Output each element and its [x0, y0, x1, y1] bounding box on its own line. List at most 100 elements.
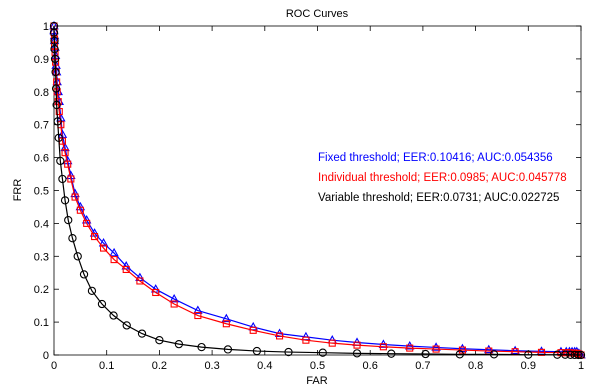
data-point: [570, 350, 579, 360]
data-point: [110, 256, 118, 264]
data-point: [302, 336, 310, 344]
data-point: [60, 196, 70, 205]
data-point: [561, 350, 570, 359]
data-point: [99, 244, 108, 252]
axis-ticks: 0 0.1 0.2 0.3 0.4 0.5 0.6 0.7 0.8 0.9 1 0 0.1 0.2 0.3 0…: [34, 21, 584, 372]
data-point: [98, 238, 109, 247]
data-point: [50, 54, 60, 64]
data-point: [67, 175, 75, 183]
data-point: [379, 343, 387, 351]
data-point: [353, 341, 361, 349]
data-point: [352, 349, 362, 358]
data-point: [61, 149, 69, 157]
data-point: [276, 332, 284, 340]
data-point: [97, 299, 107, 309]
data-point: [49, 28, 59, 37]
y-tick-label: 0.8: [34, 87, 49, 99]
legend-entry: Variable threshold; EER:0.0731; AUC:0.02…: [318, 192, 559, 204]
data-point: [51, 84, 61, 93]
data-point: [64, 215, 73, 225]
x-tick-label: 0.2: [152, 360, 167, 372]
data-point: [252, 346, 262, 356]
data-point: [222, 320, 230, 328]
data-point: [484, 344, 494, 354]
data-point: [87, 286, 97, 295]
data-point: [406, 344, 414, 352]
data-point: [155, 336, 164, 345]
data-point: [197, 342, 206, 352]
x-tick-label: 0: [51, 360, 57, 372]
y-tick-label: 0: [43, 350, 49, 362]
x-tick-label: 0.6: [363, 360, 378, 372]
y-tick-label: 0.9: [34, 54, 49, 66]
data-point: [249, 326, 257, 334]
y-tick-label: 0.5: [34, 186, 49, 198]
data-point: [58, 174, 67, 184]
series-circle: [49, 21, 586, 360]
data-point: [455, 350, 464, 359]
data-point: [109, 311, 118, 320]
x-tick-label: 0.7: [415, 360, 430, 372]
data-point: [576, 350, 586, 360]
plot-area: [53, 25, 582, 356]
y-tick-label: 0.6: [34, 153, 49, 165]
data-point: [50, 36, 59, 45]
data-point: [318, 348, 327, 357]
data-point: [51, 67, 60, 77]
data-point: [55, 107, 63, 116]
data-point: [431, 342, 441, 351]
data-point: [136, 277, 144, 285]
data-point: [109, 247, 119, 257]
data-point: [174, 339, 184, 349]
data-point: [56, 156, 65, 166]
data-point: [284, 347, 293, 357]
data-point: [458, 346, 466, 354]
data-point: [137, 329, 147, 338]
x-tick-label: 0.3: [204, 360, 219, 372]
data-point: [574, 350, 583, 360]
x-tick-label: 1: [578, 360, 584, 372]
y-tick-label: 0.4: [34, 218, 49, 230]
data-point: [64, 160, 72, 168]
y-tick-label: 0.3: [34, 251, 49, 263]
y-tick-label: 0.2: [34, 284, 49, 296]
data-point: [152, 288, 160, 297]
data-point: [553, 350, 562, 359]
data-point: [193, 305, 203, 314]
legend-entry: Fixed threshold; EER:0.10416; AUC:0.0543…: [318, 152, 553, 164]
x-tick-label: 0.1: [99, 360, 114, 372]
y-axis-label: FRR: [12, 179, 24, 202]
data-point: [170, 300, 178, 308]
x-tick-label: 0.9: [521, 360, 536, 372]
data-point: [169, 293, 179, 303]
data-point: [566, 350, 575, 359]
data-point: [510, 345, 520, 355]
data-point: [221, 313, 232, 323]
x-tick-label: 0.8: [468, 360, 483, 372]
data-point: [122, 265, 130, 274]
y-tick-label: 0.7: [34, 120, 49, 132]
x-tick-label: 0.4: [257, 360, 272, 372]
data-point: [68, 234, 77, 243]
x-tick-label: 0.5: [310, 360, 325, 372]
data-point: [524, 350, 533, 359]
data-point: [91, 233, 99, 241]
data-point: [83, 219, 91, 227]
data-point: [76, 206, 84, 214]
legend-entry: Individual threshold; EER:0.0985; AUC:0.…: [318, 172, 567, 184]
series-square: [50, 22, 585, 359]
data-point: [194, 311, 202, 320]
data-point: [54, 133, 63, 143]
data-point: [53, 117, 62, 126]
data-point: [122, 321, 131, 330]
data-point: [223, 345, 233, 354]
data-point: [421, 349, 430, 359]
data-point: [328, 339, 336, 347]
chart-title: ROC Curves: [286, 8, 349, 20]
y-tick-label: 1: [43, 21, 49, 33]
y-tick-label: 0.1: [34, 317, 49, 329]
data-point: [537, 348, 546, 356]
data-point: [49, 21, 59, 31]
data-point: [489, 350, 499, 359]
